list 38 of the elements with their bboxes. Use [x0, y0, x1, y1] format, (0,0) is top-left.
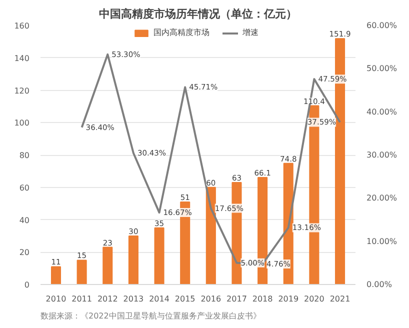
y2-tick-label: 20.00%	[366, 194, 398, 203]
y-tick-label: 140	[14, 54, 30, 63]
y2-tick-label: 40.00%	[366, 107, 398, 116]
x-tick-label: 2021	[330, 294, 350, 304]
x-tick-label: 2013	[123, 294, 144, 304]
y2-tick-label: 60.00%	[366, 21, 398, 30]
x-tick-label: 2010	[46, 294, 66, 304]
y2-tick-label: 10.00%	[366, 236, 398, 246]
y-tick-label: 0	[24, 280, 30, 290]
x-tick-label: 2016	[200, 294, 222, 304]
y2-tick-label: 0.00%	[366, 280, 392, 289]
bar	[206, 186, 216, 284]
x-tick-label: 2015	[174, 294, 196, 304]
y-tick-label: 160	[14, 22, 30, 30]
bar	[154, 227, 164, 284]
x-tick-label: 2011	[72, 294, 92, 304]
x-tick-label: 2017	[226, 294, 247, 304]
bar	[76, 260, 87, 284]
y2-tick-label: 50.00%	[366, 64, 398, 74]
y-tick-label: 80	[19, 151, 30, 160]
x-tick-label: 2014	[149, 294, 170, 304]
y-tick-label: 40	[19, 216, 30, 225]
legend-label: 增速	[242, 27, 260, 38]
y-tick-label: 100	[14, 118, 30, 128]
x-tick-label: 2020	[304, 294, 324, 304]
x-tick-label: 2012	[97, 294, 118, 304]
x-tick-label: 2019	[278, 294, 299, 304]
bar	[128, 235, 138, 284]
source-note: 数据来源：《2022中国卫星导航与位置服务产业发展白皮书》	[40, 312, 261, 320]
y-tick-label: 20	[19, 248, 30, 258]
chart-title: 中国高精度市场历年情况（单位：亿元）	[99, 8, 297, 20]
y-tick-label: 60	[19, 183, 30, 192]
x-tick-label: 2018	[252, 294, 273, 304]
y2-tick-label: 30.00%	[366, 150, 398, 160]
y-tick-label: 120	[14, 86, 30, 96]
bar	[50, 266, 62, 284]
bar	[102, 246, 113, 284]
legend-label: 国内高精度市场	[154, 27, 210, 38]
